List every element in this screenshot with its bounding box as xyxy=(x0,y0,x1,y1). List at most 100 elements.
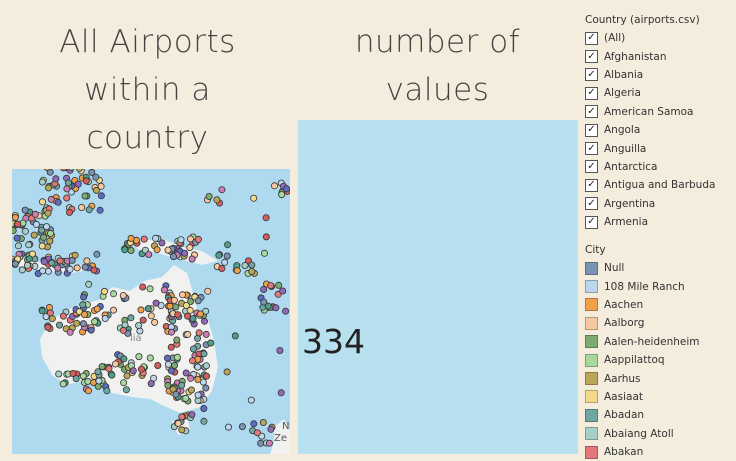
airport-dot[interactable] xyxy=(85,206,93,214)
airport-dot[interactable] xyxy=(135,353,143,361)
airport-dot[interactable] xyxy=(167,343,175,351)
airport-dot[interactable] xyxy=(120,355,128,363)
checkbox[interactable]: ✓ xyxy=(585,86,598,100)
airport-dot[interactable] xyxy=(85,280,93,288)
city-legend-item[interactable]: Aalen-heidenheim xyxy=(585,333,733,351)
airport-dot[interactable] xyxy=(173,353,181,361)
airport-dot[interactable] xyxy=(137,365,145,373)
airport-dot[interactable] xyxy=(81,192,89,200)
airport-dot[interactable] xyxy=(119,326,127,334)
airport-dot[interactable] xyxy=(48,259,56,267)
airport-dot[interactable] xyxy=(68,169,75,171)
airport-dot[interactable] xyxy=(87,326,95,334)
airport-dot[interactable] xyxy=(146,285,154,293)
airport-dot[interactable] xyxy=(119,292,127,300)
airport-dot[interactable] xyxy=(28,250,36,258)
airport-dot[interactable] xyxy=(194,363,202,371)
airport-dot[interactable] xyxy=(241,262,249,270)
airport-dot[interactable] xyxy=(154,361,162,369)
airport-dot[interactable] xyxy=(73,319,81,327)
country-filter-item[interactable]: ✓ Afghanistan xyxy=(585,47,733,65)
airport-dot[interactable] xyxy=(223,368,231,376)
airport-dot[interactable] xyxy=(112,360,120,368)
airport-dot[interactable] xyxy=(93,305,101,313)
city-legend-item[interactable]: Abadan xyxy=(585,406,733,424)
airport-dot[interactable] xyxy=(248,261,256,269)
airport-dot[interactable] xyxy=(72,375,80,383)
kpi-panel[interactable]: 334 xyxy=(298,120,578,454)
airport-dot[interactable] xyxy=(97,192,105,200)
airport-dot[interactable] xyxy=(172,303,180,311)
airport-dot[interactable] xyxy=(177,236,185,244)
airport-dot[interactable] xyxy=(80,293,88,301)
airport-dot[interactable] xyxy=(82,177,90,185)
airport-dot[interactable] xyxy=(25,241,33,249)
airport-dot[interactable] xyxy=(187,374,195,382)
airport-dot[interactable] xyxy=(182,369,190,377)
airport-dot[interactable] xyxy=(63,185,71,193)
airport-dot[interactable] xyxy=(207,339,215,347)
airport-dot[interactable] xyxy=(186,244,194,252)
airport-dot[interactable] xyxy=(79,320,87,328)
airport-dot[interactable] xyxy=(110,306,118,314)
airport-dot[interactable] xyxy=(248,268,256,276)
airport-dot[interactable] xyxy=(233,267,241,275)
airport-dot[interactable] xyxy=(91,318,99,326)
airport-dot[interactable] xyxy=(173,336,181,344)
airport-dot[interactable] xyxy=(83,257,91,265)
checkbox[interactable]: ✓ xyxy=(585,142,598,156)
airport-dot[interactable] xyxy=(204,287,212,295)
airport-dot[interactable] xyxy=(279,287,287,295)
airport-dot[interactable] xyxy=(170,296,178,304)
airport-dot[interactable] xyxy=(224,423,232,431)
airport-dot[interactable] xyxy=(66,265,74,273)
airport-dot[interactable] xyxy=(189,315,197,323)
airport-dot[interactable] xyxy=(129,367,137,375)
airport-dot[interactable] xyxy=(182,301,190,309)
airport-dot[interactable] xyxy=(174,311,182,319)
airport-dot[interactable] xyxy=(274,290,282,298)
airport-dot[interactable] xyxy=(275,281,283,289)
airport-dot[interactable] xyxy=(108,371,116,379)
airport-dot[interactable] xyxy=(47,229,55,237)
airport-dot[interactable] xyxy=(164,360,172,368)
airport-dot[interactable] xyxy=(59,312,67,320)
airport-dot[interactable] xyxy=(250,194,258,202)
airport-dot[interactable] xyxy=(56,321,64,329)
airport-dot[interactable] xyxy=(202,330,210,338)
airport-dot[interactable] xyxy=(38,242,46,250)
airport-dot[interactable] xyxy=(95,377,103,385)
airport-dot[interactable] xyxy=(260,298,268,306)
airport-dot[interactable] xyxy=(46,309,54,317)
checkbox[interactable]: ✓ xyxy=(585,68,598,82)
airport-dot[interactable] xyxy=(238,423,246,431)
airport-dot[interactable] xyxy=(259,418,267,426)
airport-dot[interactable] xyxy=(12,227,17,234)
airport-dot[interactable] xyxy=(46,169,54,176)
airport-dot[interactable] xyxy=(144,305,152,313)
airport-dot[interactable] xyxy=(140,235,148,243)
airport-dot[interactable] xyxy=(178,291,186,299)
city-legend-item[interactable]: Aappilattoq xyxy=(585,351,733,369)
airport-dot[interactable] xyxy=(103,387,111,395)
airport-dot[interactable] xyxy=(94,368,102,376)
airport-dot[interactable] xyxy=(194,297,202,305)
airport-dot[interactable] xyxy=(223,252,231,260)
city-legend-item[interactable]: Abaiang Atoll xyxy=(585,425,733,443)
airport-dot[interactable] xyxy=(188,411,196,419)
checkbox[interactable]: ✓ xyxy=(585,160,598,174)
airport-dot[interactable] xyxy=(30,231,38,239)
checkbox[interactable]: ✓ xyxy=(585,197,598,211)
airport-dot[interactable] xyxy=(75,308,83,316)
airport-dot[interactable] xyxy=(172,390,180,398)
airport-dot[interactable] xyxy=(267,425,275,433)
airport-dot[interactable] xyxy=(200,404,208,412)
airport-dot[interactable] xyxy=(13,234,21,242)
airport-dot[interactable] xyxy=(184,330,192,338)
airport-dot[interactable] xyxy=(52,175,60,183)
airport-dot[interactable] xyxy=(56,257,64,265)
airport-dot[interactable] xyxy=(81,263,89,271)
airport-dot[interactable] xyxy=(121,246,129,254)
airport-dot[interactable] xyxy=(139,283,147,291)
airport-dot[interactable] xyxy=(21,206,29,214)
